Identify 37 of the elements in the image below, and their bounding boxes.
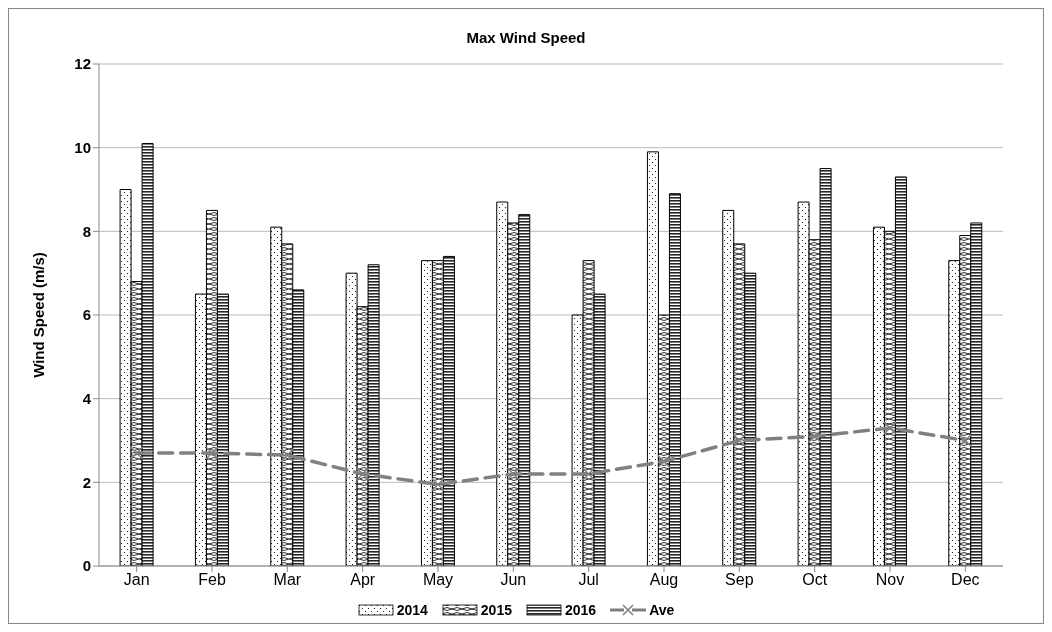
x-tick-label: Jan	[123, 571, 150, 589]
point	[506, 467, 521, 481]
point	[355, 467, 370, 481]
y-tick-label: 6	[82, 306, 91, 324]
legend-label: 2015	[480, 602, 512, 618]
point	[581, 467, 596, 481]
point	[958, 433, 973, 448]
legend-label: 2016	[564, 602, 597, 618]
x-tick-label: Mar	[273, 571, 302, 589]
point	[280, 448, 295, 462]
point	[883, 421, 897, 435]
x-tick-label: Oct	[802, 571, 828, 589]
x-tick-label: Nov	[875, 571, 905, 589]
y-tick-label: 8	[82, 222, 91, 240]
x-tick-label: Jun	[500, 571, 527, 589]
y-axis-title: Wind Speed (m/s)	[30, 252, 48, 378]
point	[205, 446, 219, 460]
x-tick-label: Aug	[649, 571, 679, 589]
point	[129, 446, 144, 460]
y-tick-label: 12	[74, 55, 91, 73]
y-tick-label: 0	[82, 557, 91, 575]
point	[431, 477, 445, 492]
point	[657, 454, 671, 469]
y-tick-label: 4	[82, 389, 92, 407]
x-tick-label: Apr	[350, 571, 376, 589]
point	[732, 433, 747, 448]
x-tick-label: Feb	[198, 571, 226, 589]
x-tick-label: Sep	[725, 571, 754, 589]
x-tick-label: May	[422, 571, 454, 589]
chart-title: Max Wind Speed	[466, 29, 586, 46]
x-tick-label: Jul	[578, 571, 599, 589]
x-tick-label: Dec	[951, 571, 980, 589]
y-tick-label: 10	[74, 138, 91, 156]
legend-label: 2014	[396, 602, 428, 618]
legend-label: Ave	[649, 602, 675, 618]
point	[807, 429, 822, 444]
y-tick-label: 2	[82, 473, 91, 491]
